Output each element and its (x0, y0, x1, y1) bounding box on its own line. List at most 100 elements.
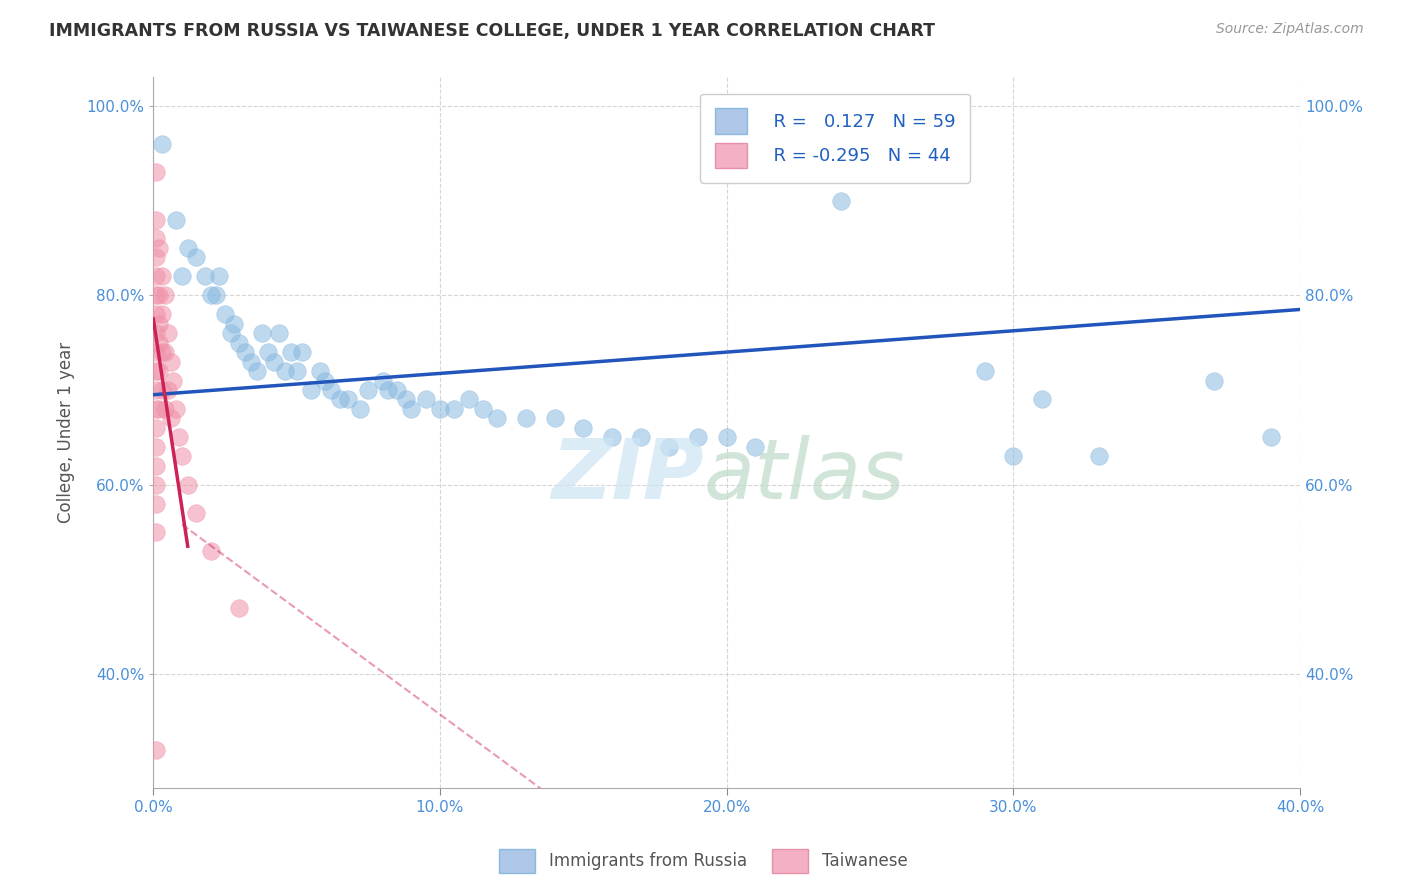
Point (145, 251, 167, 265)
Point (744, 440, 766, 454)
Point (314, 374, 336, 388)
Point (1031, 392, 1053, 407)
Point (186, 506, 208, 520)
Point (150, 345, 173, 359)
Point (299, 383, 322, 397)
Point (148, 241, 170, 255)
Point (145, 288, 167, 302)
Point (429, 401, 451, 416)
Point (165, 212, 187, 227)
Point (177, 241, 200, 255)
Point (337, 392, 360, 407)
Point (401, 401, 423, 416)
Point (214, 307, 236, 321)
Point (145, 212, 167, 227)
Point (148, 364, 170, 378)
Point (145, 421, 167, 435)
Point (145, 307, 167, 321)
Point (145, 497, 167, 511)
Point (377, 383, 399, 397)
Point (291, 345, 314, 359)
Point (200, 544, 222, 558)
Y-axis label: College, Under 1 year: College, Under 1 year (58, 342, 75, 524)
Point (1260, 430, 1282, 444)
Point (269, 326, 291, 340)
Point (150, 383, 173, 397)
Point (274, 364, 297, 378)
Point (148, 288, 170, 302)
Text: Source: ZipAtlas.com: Source: ZipAtlas.com (1216, 22, 1364, 37)
Point (572, 421, 595, 435)
Text: ZIP: ZIP (551, 434, 704, 516)
Point (177, 477, 200, 491)
Point (1002, 450, 1025, 464)
Point (150, 269, 173, 284)
Legend: Immigrants from Russia, Taiwanese: Immigrants from Russia, Taiwanese (492, 842, 914, 880)
Point (153, 288, 176, 302)
Point (167, 430, 190, 444)
Point (658, 440, 681, 454)
Point (148, 335, 170, 350)
Point (156, 326, 179, 340)
Point (329, 392, 352, 407)
Point (208, 269, 231, 284)
Text: IMMIGRANTS FROM RUSSIA VS TAIWANESE COLLEGE, UNDER 1 YEAR CORRELATION CHART: IMMIGRANTS FROM RUSSIA VS TAIWANESE COLL… (49, 22, 935, 40)
Point (145, 383, 167, 397)
Point (145, 345, 167, 359)
Point (319, 383, 342, 397)
Point (239, 354, 262, 368)
Point (228, 335, 250, 350)
Point (486, 411, 509, 425)
Point (200, 288, 222, 302)
Point (515, 411, 537, 425)
Point (371, 374, 394, 388)
Point (148, 317, 170, 331)
Point (457, 392, 479, 407)
Point (1202, 374, 1225, 388)
Point (222, 317, 245, 331)
Point (145, 743, 167, 757)
Point (145, 364, 167, 378)
Point (263, 354, 285, 368)
Point (153, 345, 176, 359)
Point (219, 326, 242, 340)
Point (394, 392, 416, 407)
Point (245, 364, 267, 378)
Point (145, 326, 167, 340)
Point (186, 251, 208, 265)
Point (630, 430, 652, 444)
Point (159, 411, 181, 425)
Point (156, 383, 179, 397)
Text: atlas: atlas (704, 434, 905, 516)
Point (257, 345, 280, 359)
Point (145, 440, 167, 454)
Point (472, 401, 495, 416)
Point (145, 524, 167, 539)
Point (285, 364, 308, 378)
Point (205, 288, 228, 302)
Point (716, 430, 738, 444)
Point (1088, 450, 1111, 464)
Point (280, 345, 302, 359)
Point (228, 600, 250, 615)
Point (165, 401, 187, 416)
Point (357, 383, 380, 397)
Point (233, 345, 256, 359)
Point (150, 307, 173, 321)
Point (145, 458, 167, 473)
Point (145, 477, 167, 491)
Point (170, 450, 193, 464)
Point (415, 392, 437, 407)
Point (830, 194, 852, 208)
Point (443, 401, 465, 416)
Point (150, 136, 173, 151)
Legend:   R =   0.127   N = 59,   R = -0.295   N = 44: R = 0.127 N = 59, R = -0.295 N = 44 (700, 94, 970, 183)
Point (145, 165, 167, 179)
Point (600, 430, 623, 444)
Point (194, 269, 217, 284)
Point (349, 401, 371, 416)
Point (973, 364, 995, 378)
Point (385, 383, 408, 397)
Point (145, 269, 167, 284)
Point (252, 326, 274, 340)
